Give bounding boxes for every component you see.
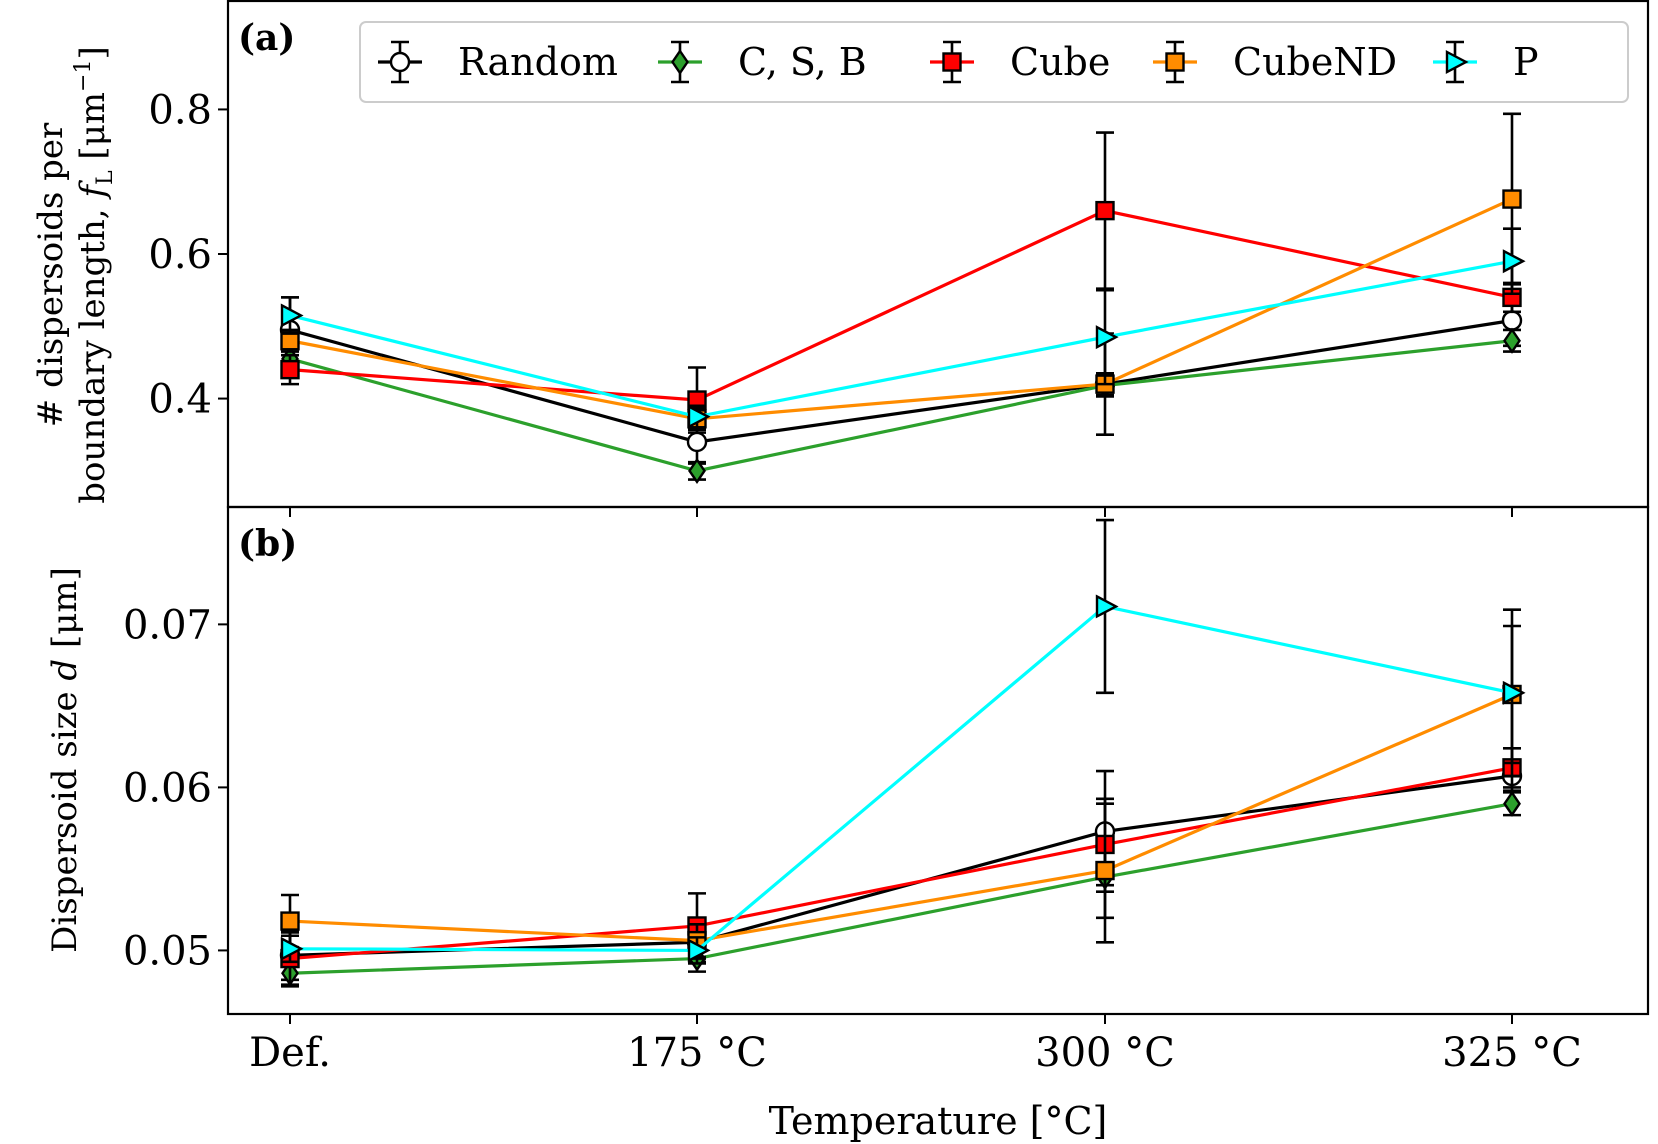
data-point — [280, 303, 304, 328]
panel-a-ylabel-line2: boundary length, — [73, 198, 113, 504]
x-tick-label: 300 °C — [1035, 1030, 1175, 1076]
data-point — [1095, 594, 1119, 619]
legend-marker — [389, 51, 411, 73]
series-line — [289, 318, 1513, 444]
panel-a: 0.4 0.6 0.8 (a) # dispersoids per boundary… — [31, 0, 1650, 517]
panel-b-ylabel-text: Dispersoid size — [45, 681, 85, 953]
legend-entry-cube: Cube — [930, 40, 1110, 84]
svg-text:boundary length, fL [μm−1]: boundary length, fL [μm−1] — [71, 46, 118, 504]
series-line — [289, 766, 1513, 961]
panel-a-marks: 0.4 0.6 0.8 — [148, 87, 1526, 517]
panel-a-series-cube — [280, 131, 1522, 434]
legend: Random C, S, B Cube CubeND P — [359, 21, 1629, 103]
data-point — [687, 404, 711, 429]
legend-label: Random — [458, 40, 618, 84]
x-axis: Def. 175 °C 300 °C 325 °C — [249, 1030, 1582, 1076]
data-point — [1502, 249, 1526, 274]
x-tick-label: 175 °C — [627, 1030, 767, 1076]
panel-b-ytick-label: 0.05 — [123, 928, 212, 974]
series-line — [289, 604, 1513, 953]
panel-b-frame — [226, 505, 1650, 1016]
data-point — [1502, 189, 1522, 209]
legend-marker — [1445, 50, 1469, 74]
data-point — [1095, 200, 1115, 221]
data-point — [686, 431, 708, 453]
legend-marker — [1165, 52, 1185, 72]
panel-b-marks: 0.05 0.06 0.07 — [123, 518, 1526, 1024]
legend-label: Cube — [1010, 40, 1110, 84]
data-point — [688, 457, 706, 484]
legend-label: C, S, B — [738, 40, 867, 84]
data-point — [280, 911, 300, 931]
panel-b-series-cubend — [280, 624, 1522, 959]
x-axis-label: Temperature [°C] — [769, 1099, 1108, 1143]
panel-a-ytick-label: 0.8 — [148, 87, 212, 133]
legend-entry-cubend: CubeND — [1153, 40, 1397, 84]
legend-entry-p: P — [1433, 40, 1539, 84]
panel-a-ylabel-unit: [μm — [73, 92, 113, 170]
panel-b-series-p — [280, 518, 1526, 965]
series-line — [289, 197, 1513, 421]
panel-a-label: (a) — [238, 17, 295, 59]
panel-b-series-c-s-b — [281, 790, 1521, 988]
panel-a-series-p — [280, 227, 1526, 429]
panel-b-ylabel: Dispersoid size d [μm] — [45, 567, 85, 953]
panel-a-ylabel: # dispersoids per boundary length, fL [μ… — [31, 46, 118, 504]
panel-b-series-random — [279, 760, 1523, 982]
data-point — [280, 359, 300, 380]
data-point — [1503, 327, 1521, 354]
x-tick-label: Def. — [249, 1030, 331, 1076]
panel-a-ylabel-line1: # dispersoids per — [31, 122, 71, 427]
panel-a-ytick-label: 0.4 — [148, 377, 212, 423]
svg-text:Dispersoid size d [μm]: Dispersoid size d [μm] — [45, 567, 85, 953]
data-point — [280, 936, 304, 961]
series-line — [289, 802, 1513, 975]
legend-entry-random: Random — [378, 40, 618, 84]
panel-a-ylabel-exp: −1 — [71, 60, 96, 92]
panel-a-series-c-s-b — [281, 327, 1521, 484]
panel-b-ylabel-symbol: d — [45, 659, 85, 681]
legend-marker — [942, 52, 962, 72]
data-point — [1501, 310, 1523, 331]
data-point — [1503, 790, 1521, 817]
legend-entry-c-s-b: C, S, B — [658, 40, 867, 84]
series-line — [289, 208, 1513, 402]
legend-marker — [671, 48, 689, 76]
data-point — [1095, 860, 1115, 881]
panel-a-ylabel-sub: L — [93, 170, 118, 185]
data-point — [1502, 680, 1526, 705]
panel-b-ylabel-unit: [μm] — [45, 567, 85, 659]
legend-label: CubeND — [1233, 40, 1397, 84]
series-line — [289, 259, 1513, 419]
panel-a-series-random — [279, 293, 1523, 465]
panel-a-ytick-label: 0.6 — [148, 232, 212, 278]
svg-text:# dispersoids per: # dispersoids per — [31, 122, 71, 427]
series-line — [289, 339, 1513, 473]
legend-label: P — [1513, 40, 1539, 84]
panel-b-ytick-label: 0.07 — [123, 602, 212, 648]
panel-b-ytick-label: 0.06 — [123, 765, 212, 811]
data-point — [1095, 325, 1119, 350]
data-point — [687, 938, 711, 963]
panel-b-label: (b) — [238, 523, 297, 565]
panel-a-ylabel-close: ] — [73, 46, 113, 59]
panel-b: 0.05 0.06 0.07 (b) Dispersoid size d [μm] — [45, 505, 1650, 1024]
series-line — [289, 693, 1513, 943]
x-tick-label: 325 °C — [1442, 1030, 1582, 1076]
